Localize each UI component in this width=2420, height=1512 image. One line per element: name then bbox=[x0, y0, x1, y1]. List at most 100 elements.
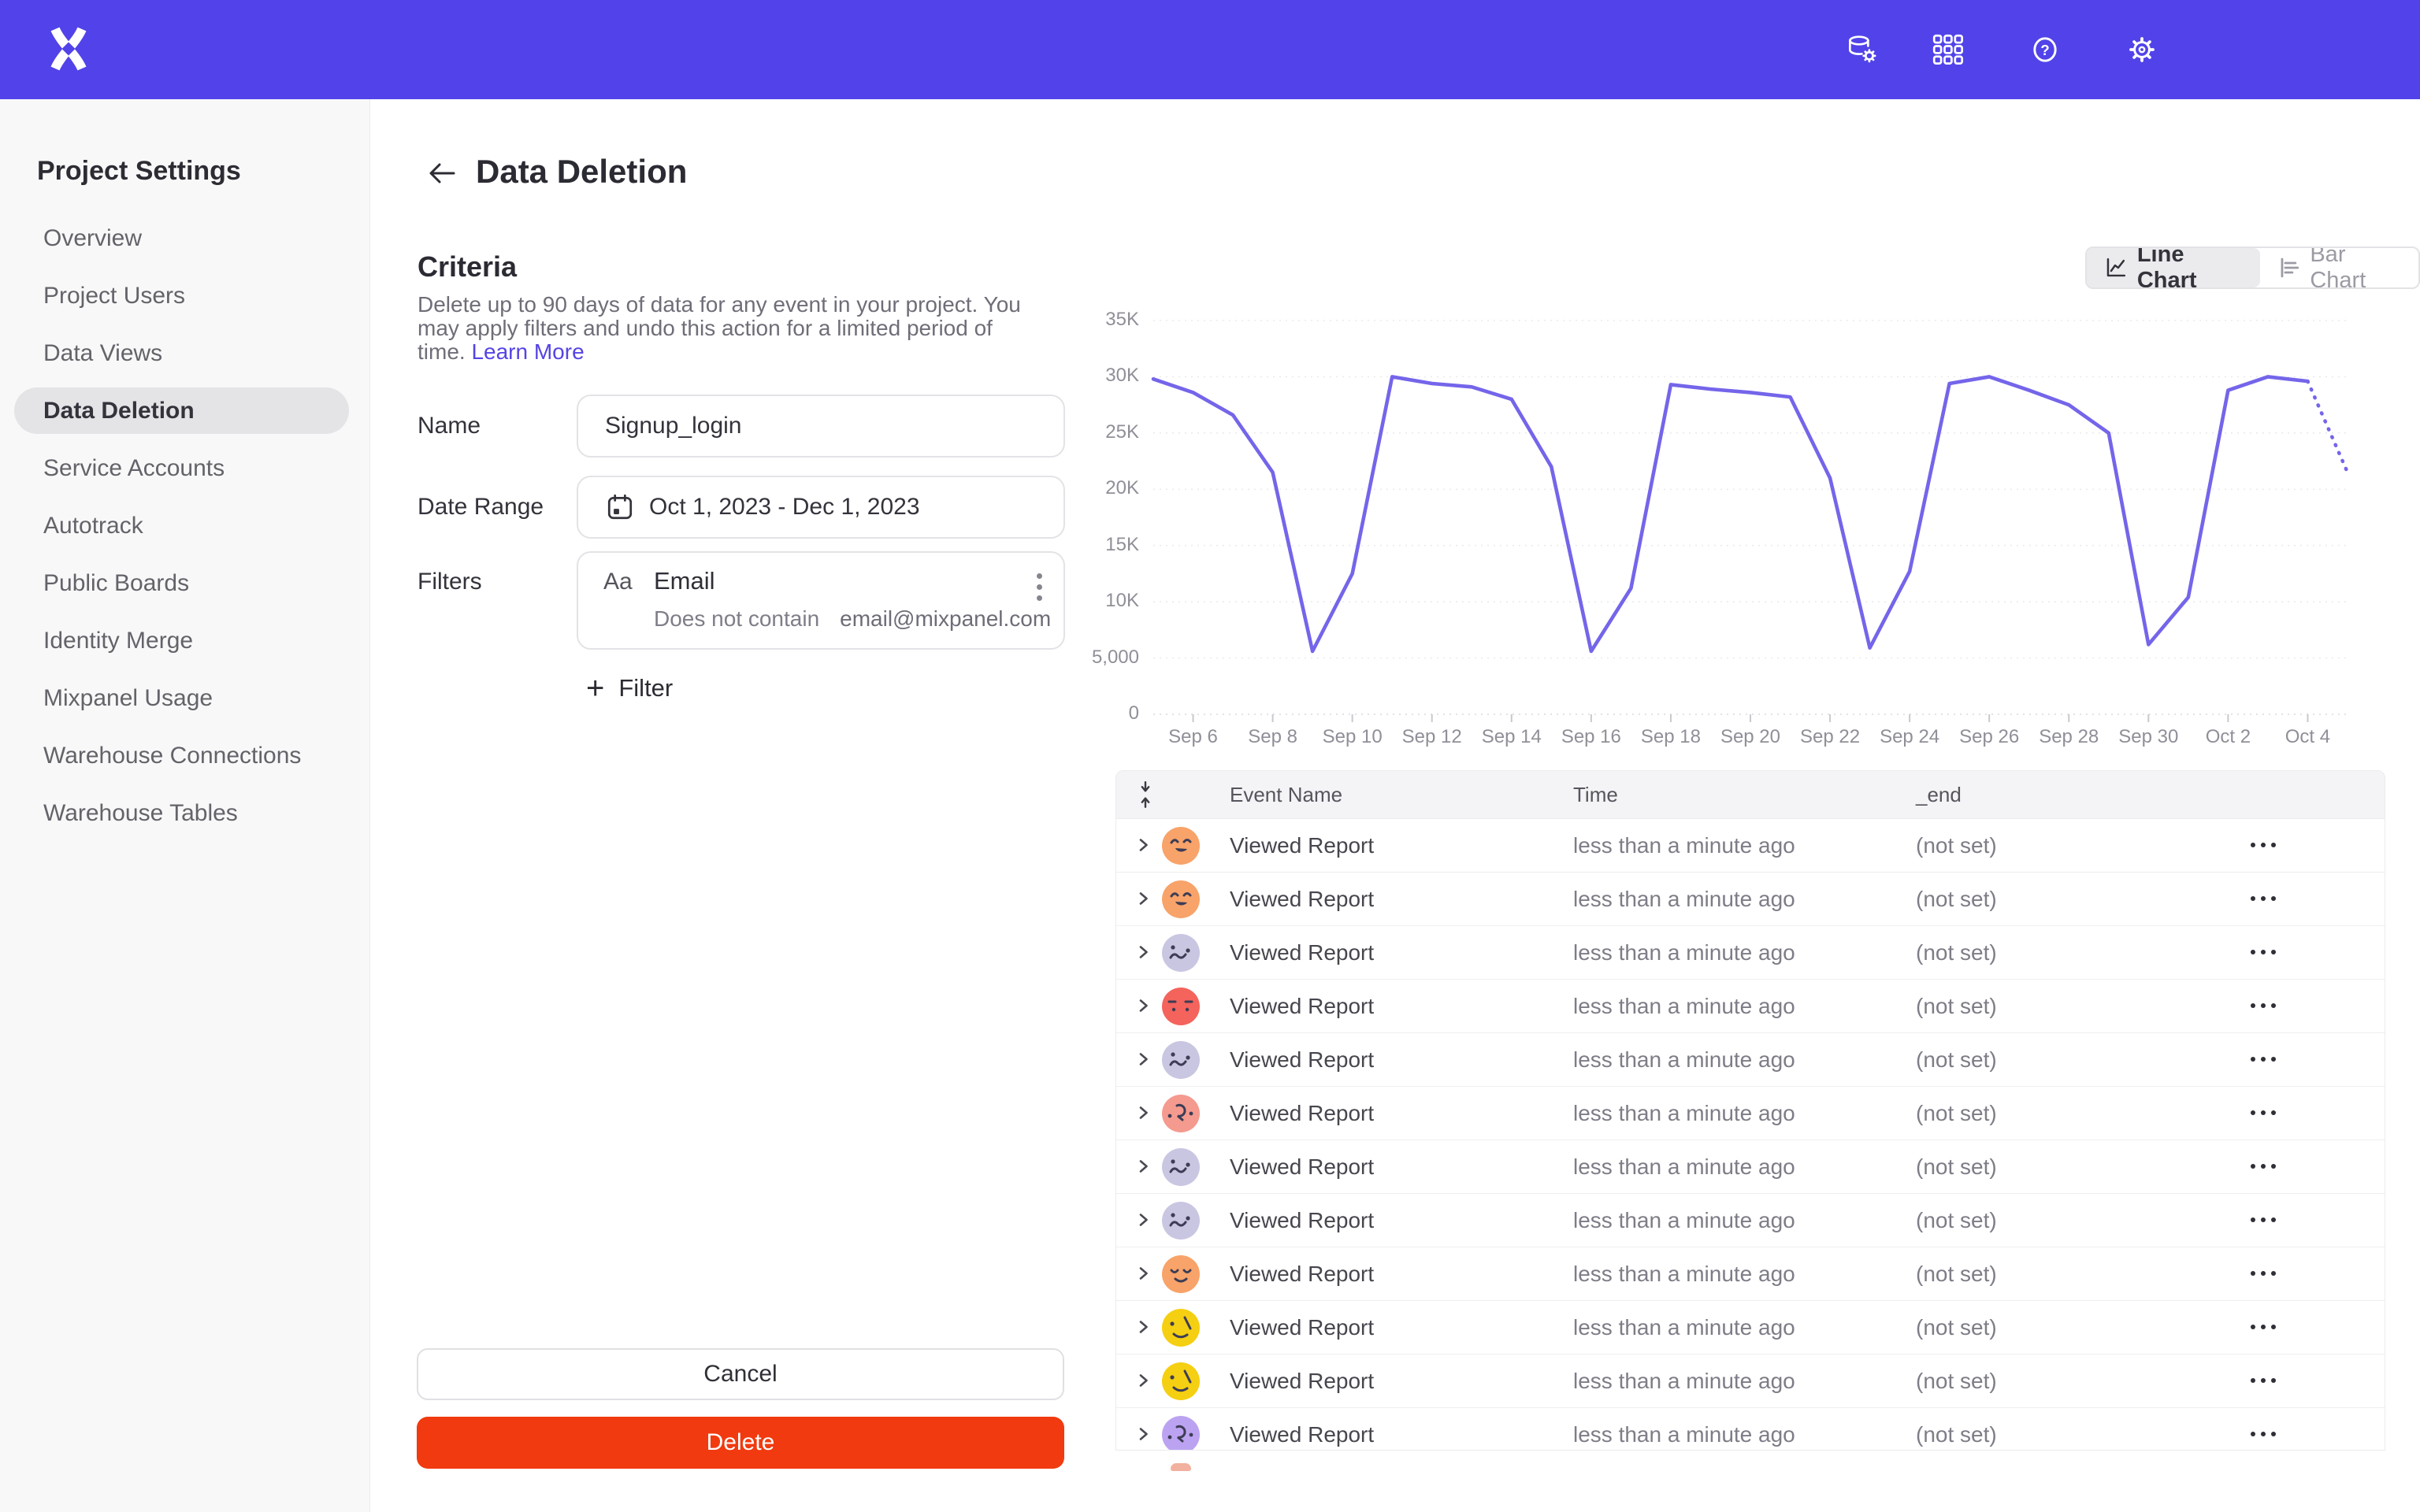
table-row[interactable]: Viewed Report less than a minute ago (not … bbox=[1116, 1033, 2385, 1087]
row-expand-chevron-icon[interactable] bbox=[1134, 1264, 1152, 1283]
row-expand-chevron-icon[interactable] bbox=[1134, 889, 1152, 908]
sidebar-item-label: Autotrack bbox=[43, 512, 143, 539]
event-name-cell: Viewed Report bbox=[1230, 939, 1375, 965]
x-axis-label: Sep 30 bbox=[2118, 726, 2179, 747]
row-menu-icon[interactable] bbox=[2251, 950, 2276, 954]
sidebar-item-service-accounts[interactable]: Service Accounts bbox=[0, 439, 370, 497]
table-row[interactable]: Viewed Report less than a minute ago (not … bbox=[1116, 1087, 2385, 1140]
event-name-cell: Viewed Report bbox=[1230, 1047, 1375, 1072]
filter-menu-icon[interactable] bbox=[1035, 573, 1043, 606]
filter-condition[interactable]: Does not contain email@mixpanel.com bbox=[654, 606, 1051, 632]
row-expand-chevron-icon[interactable] bbox=[1134, 1050, 1152, 1069]
row-expand-chevron-icon[interactable] bbox=[1134, 1103, 1152, 1122]
event-name-cell: Viewed Report bbox=[1230, 1368, 1375, 1393]
delete-button[interactable]: Delete bbox=[417, 1417, 1064, 1469]
sidebar: Project Settings Overview Project Users Da… bbox=[0, 99, 370, 1512]
line-chart-label: Line Chart bbox=[2136, 246, 2197, 289]
help-icon[interactable]: ? bbox=[2027, 32, 2063, 68]
description-line: may apply filters and undo this action f… bbox=[418, 316, 993, 340]
event-end-cell: (not set) bbox=[1916, 1100, 1997, 1125]
user-avatar bbox=[1162, 1255, 1200, 1293]
event-name-cell: Viewed Report bbox=[1230, 1261, 1375, 1286]
event-time-cell: less than a minute ago bbox=[1573, 886, 1795, 911]
cancel-button[interactable]: Cancel bbox=[417, 1348, 1064, 1400]
user-avatar bbox=[1162, 1095, 1200, 1132]
event-time-cell: less than a minute ago bbox=[1573, 1261, 1795, 1286]
mixpanel-logo-icon[interactable] bbox=[50, 26, 87, 73]
data-management-icon[interactable] bbox=[1843, 32, 1880, 68]
row-menu-icon[interactable] bbox=[2251, 1003, 2276, 1008]
sidebar-item-identity-merge[interactable]: Identity Merge bbox=[0, 612, 370, 669]
event-time-cell: less than a minute ago bbox=[1573, 1207, 1795, 1232]
user-avatar bbox=[1162, 1148, 1200, 1186]
x-axis-label: Sep 8 bbox=[1248, 726, 1297, 747]
row-expand-chevron-icon[interactable] bbox=[1134, 836, 1152, 854]
sidebar-item-label: Identity Merge bbox=[43, 627, 194, 654]
event-table-body: Viewed Report less than a minute ago (not … bbox=[1116, 819, 2385, 1450]
sidebar-item-mixpanel-usage[interactable]: Mixpanel Usage bbox=[0, 669, 370, 727]
bar-chart-tab[interactable]: Bar Chart bbox=[2260, 248, 2418, 287]
sidebar-item-warehouse-connections[interactable]: Warehouse Connections bbox=[0, 727, 370, 784]
sort-rows-icon[interactable] bbox=[1135, 771, 1159, 818]
table-row[interactable]: Viewed Report less than a minute ago (not … bbox=[1116, 819, 2385, 873]
add-filter-label: Filter bbox=[618, 674, 674, 702]
event-time-cell: less than a minute ago bbox=[1573, 993, 1795, 1018]
table-row[interactable]: Viewed Report less than a minute ago (not … bbox=[1116, 873, 2385, 926]
row-expand-chevron-icon[interactable] bbox=[1134, 943, 1152, 962]
settings-gear-icon[interactable] bbox=[2124, 32, 2160, 68]
row-menu-icon[interactable] bbox=[2251, 1110, 2276, 1115]
row-expand-chevron-icon[interactable] bbox=[1134, 1425, 1152, 1443]
filter-property: Email bbox=[654, 567, 715, 595]
sidebar-item-autotrack[interactable]: Autotrack bbox=[0, 497, 370, 554]
row-menu-icon[interactable] bbox=[2251, 1432, 2276, 1436]
sidebar-item-public-boards[interactable]: Public Boards bbox=[0, 554, 370, 612]
x-axis-label: Sep 14 bbox=[1481, 726, 1542, 747]
plus-icon: + bbox=[586, 670, 605, 706]
learn-more-link[interactable]: Learn More bbox=[471, 339, 585, 364]
table-row[interactable]: Viewed Report less than a minute ago (not … bbox=[1116, 1354, 2385, 1408]
row-expand-chevron-icon[interactable] bbox=[1134, 1210, 1152, 1229]
row-expand-chevron-icon[interactable] bbox=[1134, 1317, 1152, 1336]
row-menu-icon[interactable] bbox=[2251, 1378, 2276, 1383]
table-row[interactable]: Viewed Report less than a minute ago (not … bbox=[1116, 1140, 2385, 1194]
bar-chart-icon bbox=[2281, 258, 2299, 278]
table-row[interactable]: Viewed Report less than a minute ago (not … bbox=[1116, 1301, 2385, 1354]
page-title: Data Deletion bbox=[476, 153, 688, 190]
date-range-input[interactable]: Oct 1, 2023 - Dec 1, 2023 bbox=[577, 476, 1065, 539]
table-row[interactable]: Viewed Report less than a minute ago (not … bbox=[1116, 1247, 2385, 1301]
apps-grid-icon[interactable] bbox=[1930, 32, 1966, 68]
add-filter-button[interactable]: + Filter bbox=[586, 670, 674, 706]
table-row[interactable]: Viewed Report less than a minute ago (not … bbox=[1116, 1194, 2385, 1247]
table-row[interactable]: Viewed Report less than a minute ago (not … bbox=[1116, 980, 2385, 1033]
table-row[interactable]: Viewed Report less than a minute ago (not … bbox=[1116, 1408, 2385, 1450]
row-menu-icon[interactable] bbox=[2251, 1057, 2276, 1062]
sidebar-item-warehouse-tables[interactable]: Warehouse Tables bbox=[0, 784, 370, 842]
sidebar-item-data-deletion[interactable]: Data Deletion bbox=[0, 382, 370, 439]
row-menu-icon[interactable] bbox=[2251, 1271, 2276, 1276]
row-menu-icon[interactable] bbox=[2251, 1217, 2276, 1222]
row-menu-icon[interactable] bbox=[2251, 896, 2276, 901]
row-menu-icon[interactable] bbox=[2251, 843, 2276, 847]
y-axis-label: 5,000 bbox=[1091, 646, 1139, 668]
string-type-icon: Aa bbox=[603, 569, 633, 595]
event-end-cell: (not set) bbox=[1916, 1154, 1997, 1179]
back-arrow-icon[interactable] bbox=[425, 156, 460, 191]
table-row[interactable]: Viewed Report less than a minute ago (not … bbox=[1116, 926, 2385, 980]
name-value: Signup_login bbox=[605, 413, 742, 439]
sidebar-item-data-views[interactable]: Data Views bbox=[0, 324, 370, 382]
line-chart-tab[interactable]: Line Chart bbox=[2087, 248, 2260, 287]
row-menu-icon[interactable] bbox=[2251, 1164, 2276, 1169]
description-line: Delete up to 90 days of data for any eve… bbox=[418, 292, 1021, 317]
sidebar-item-project-users[interactable]: Project Users bbox=[0, 267, 370, 324]
sidebar-item-label: Overview bbox=[43, 224, 143, 251]
x-axis-label: Sep 12 bbox=[1401, 726, 1462, 747]
row-expand-chevron-icon[interactable] bbox=[1134, 996, 1152, 1015]
x-axis-label: Sep 28 bbox=[2039, 726, 2099, 747]
filter-card[interactable]: Aa Email Does not contain email@mixpanel… bbox=[577, 551, 1065, 650]
row-menu-icon[interactable] bbox=[2251, 1325, 2276, 1329]
row-expand-chevron-icon[interactable] bbox=[1134, 1157, 1152, 1176]
row-expand-chevron-icon[interactable] bbox=[1134, 1371, 1152, 1390]
sidebar-item-overview[interactable]: Overview bbox=[0, 209, 370, 267]
date-range-value: Oct 1, 2023 - Dec 1, 2023 bbox=[649, 494, 920, 520]
name-input[interactable]: Signup_login bbox=[577, 395, 1065, 458]
